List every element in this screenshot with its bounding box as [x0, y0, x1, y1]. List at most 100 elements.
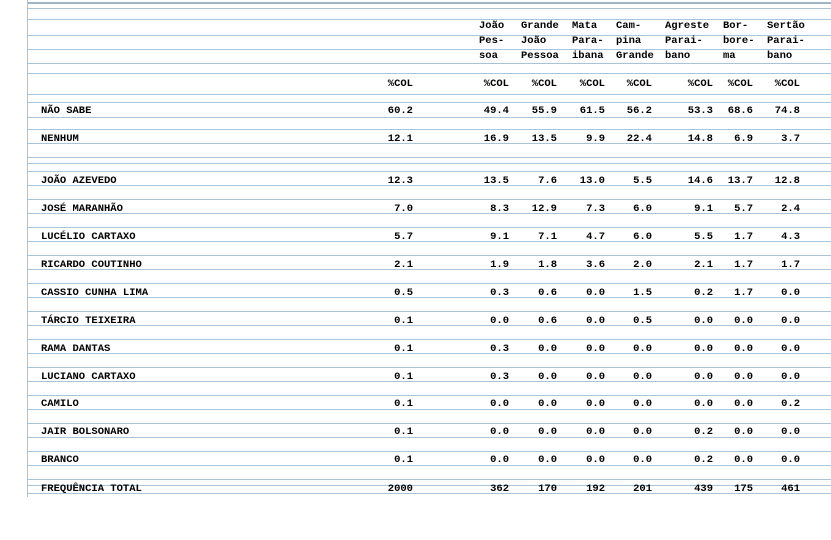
row-value: 56.2: [626, 105, 652, 117]
row-value: 2.0: [633, 259, 652, 271]
row-label: JOSÉ MARANHÃO: [41, 203, 123, 215]
column-header-line: João: [521, 35, 547, 47]
grid-line: [27, 339, 831, 340]
column-header-line: Para-: [572, 35, 604, 47]
row-value: 4.3: [781, 231, 800, 243]
column-header-line: Pes-: [479, 35, 505, 47]
row-value: 0.3: [490, 343, 509, 355]
row-value: 0.0: [694, 398, 713, 410]
row-value: 0.0: [490, 426, 509, 438]
total-value: 461: [781, 483, 800, 495]
row-value: 13.5: [531, 133, 557, 145]
total-value: 201: [633, 483, 652, 495]
total-label: FREQUÊNCIA TOTAL: [41, 483, 142, 495]
row-value: 0.0: [694, 371, 713, 383]
grid-line: [27, 199, 831, 200]
row-value: 0.0: [538, 426, 557, 438]
row-value: 0.6: [538, 287, 557, 299]
column-header-line: bore-: [723, 35, 755, 47]
row-value: 0.0: [586, 426, 605, 438]
row-value: 1.7: [734, 259, 753, 271]
row-value: 1.7: [781, 259, 800, 271]
row-label: RAMA DANTAS: [41, 343, 111, 355]
row-value: 0.0: [586, 287, 605, 299]
grid-line: [27, 367, 831, 368]
row-value: 0.5: [394, 287, 413, 299]
row-label: JAIR BOLSONARO: [41, 426, 130, 438]
grid-line: [27, 143, 831, 144]
row-label: NENHUM: [41, 133, 79, 145]
grid-line: [27, 493, 831, 494]
column-header-line: Parai-: [665, 35, 703, 47]
total-value: 192: [586, 483, 605, 495]
row-value: 13.5: [483, 175, 509, 187]
row-value: 6.9: [734, 133, 753, 145]
row-value: 7.6: [538, 175, 557, 187]
grid-line: [27, 19, 831, 20]
grid-line: [27, 381, 831, 382]
column-header-line: ibana: [572, 50, 604, 62]
column-header-line: Bor-: [723, 20, 749, 32]
column-header-line: Cam-: [616, 20, 642, 32]
row-value: 0.1: [394, 426, 413, 438]
row-value: 0.0: [538, 454, 557, 466]
row-value: 1.7: [734, 231, 753, 243]
row-value: 0.5: [633, 315, 652, 327]
row-value: 6.0: [633, 231, 652, 243]
row-value: 0.0: [694, 343, 713, 355]
column-header-line: soa: [479, 50, 498, 62]
row-value: 0.0: [586, 371, 605, 383]
row-value: 1.9: [490, 259, 509, 271]
row-label: JOÃO AZEVEDO: [41, 175, 117, 187]
row-value: 0.1: [394, 398, 413, 410]
total-value: 170: [538, 483, 557, 495]
total-value: 439: [694, 483, 713, 495]
column-header-line: ma: [723, 50, 736, 62]
row-value: 12.9: [531, 203, 557, 215]
row-value: 0.0: [633, 343, 652, 355]
grid-line: [27, 157, 831, 158]
row-value: 0.0: [694, 315, 713, 327]
row-value: 0.0: [734, 371, 753, 383]
row-label: LUCÉLIO CARTAXO: [41, 231, 136, 243]
row-value: 0.2: [781, 398, 800, 410]
row-value: 0.1: [394, 371, 413, 383]
row-value: 0.1: [394, 454, 413, 466]
row-value: 0.1: [394, 343, 413, 355]
row-value: 0.0: [633, 426, 652, 438]
grid-line: [27, 117, 831, 118]
column-header-line: Sertão: [767, 20, 805, 32]
row-label: CAMILO: [41, 398, 79, 410]
total-value: 2000: [387, 483, 413, 495]
row-value: 0.0: [781, 426, 800, 438]
row-value: 0.1: [394, 315, 413, 327]
grid-line: [27, 8, 831, 9]
row-value: 9.9: [586, 133, 605, 145]
column-header-line: bano: [665, 50, 691, 62]
row-label: TÁRCIO TEIXEIRA: [41, 315, 136, 327]
row-value: 5.5: [633, 175, 652, 187]
grid-line: [27, 283, 831, 284]
grid-line: [27, 213, 831, 214]
grid-line: [27, 35, 831, 36]
grid-line: [27, 269, 831, 270]
row-value: 1.5: [633, 287, 652, 299]
row-value: 0.0: [490, 398, 509, 410]
grid-line: [27, 437, 831, 438]
grid-line: [27, 94, 831, 95]
row-label: CASSIO CUNHA LIMA: [41, 287, 149, 299]
row-value: 13.7: [727, 175, 753, 187]
row-value: 1.7: [734, 287, 753, 299]
total-value: 175: [734, 483, 753, 495]
column-header-line: Grande: [616, 50, 654, 62]
percent-col-label: %COL: [579, 78, 605, 90]
row-value: 12.8: [774, 175, 800, 187]
grid-line: [27, 49, 831, 50]
column-header-line: Mata: [572, 20, 598, 32]
row-value: 9.1: [694, 203, 713, 215]
row-value: 0.0: [538, 371, 557, 383]
grid-line: [27, 163, 831, 164]
grid-line: [27, 129, 831, 130]
row-value: 7.3: [586, 203, 605, 215]
row-label: RICARDO COUTINHO: [41, 259, 142, 271]
